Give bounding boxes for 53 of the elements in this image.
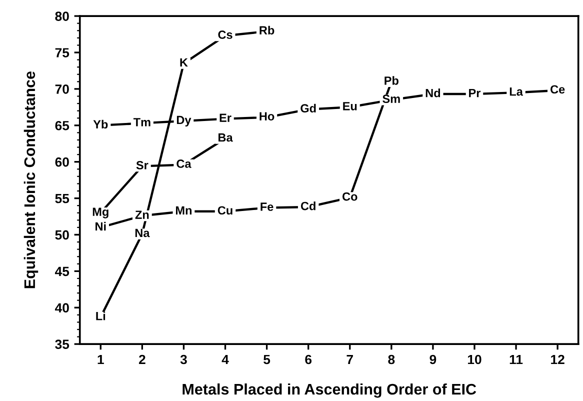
x-tick-label: 5 [264,354,270,364]
annotation: K [180,58,188,66]
y-tick-label: 55 [55,194,70,204]
annotation: Ce [550,85,565,94]
annotation: Nd [426,88,440,98]
annotation: Li [96,312,106,320]
annotation: Ba [218,133,233,142]
y-tick-label: 75 [55,48,70,58]
x-tick-label: 10 [468,354,482,364]
annotation: Eu [343,102,357,110]
annotation: Pr [469,88,481,98]
x-tick-label: 4 [222,354,229,364]
y-tick-label: 60 [55,157,69,167]
x-tick-label: 12 [551,354,564,364]
annotation: Co [342,192,358,201]
y-tick-label: 65 [55,120,70,130]
x-tick-label: 9 [430,354,436,364]
annotation: Mg [92,208,108,218]
x-tick-label: 2 [138,354,146,364]
x-tick-label: 1 [98,354,104,364]
annotation: Ni [96,222,106,230]
annotation: Dy [176,116,192,127]
annotation: Yb [93,120,108,129]
x-tick-label: 6 [305,354,312,364]
y-tick-label: 35 [55,340,70,349]
annotation: Zn [135,210,149,219]
y-tick-label: 50 [55,230,69,240]
annotation: Er [220,114,232,122]
annotation: Cs [218,30,232,39]
x-tick-label: 7 [346,354,353,364]
x-tick-label: 3 [180,354,187,364]
annotation: Rb [260,26,274,35]
annotation: Sm [382,94,400,104]
annotation: Mn [176,206,192,214]
y-tick-label: 45 [54,266,70,276]
annotation: Sr [136,161,148,170]
annotation: Cd [300,202,316,210]
annotation: Fe [260,202,274,211]
x-tick-label: 11 [510,354,523,364]
annotation: La [510,88,523,96]
y-tick-label: 70 [55,84,69,94]
annotation: Na [135,228,150,238]
y-tick-label: 80 [55,12,69,21]
x-axis-title: Metals Placed in Ascending Order of EIC [182,383,476,398]
y-axis-title: Equivalent Ionic Conductance [24,71,38,288]
annotation: Ca [176,160,192,168]
annotation: Ho [260,112,274,121]
annotation: Gd [300,104,316,113]
annotation: Pb [384,76,398,85]
annotation: Cu [218,206,232,215]
x-tick-label: 8 [388,354,395,364]
annotation: Tm [133,118,150,126]
y-tick-label: 40 [54,303,69,313]
